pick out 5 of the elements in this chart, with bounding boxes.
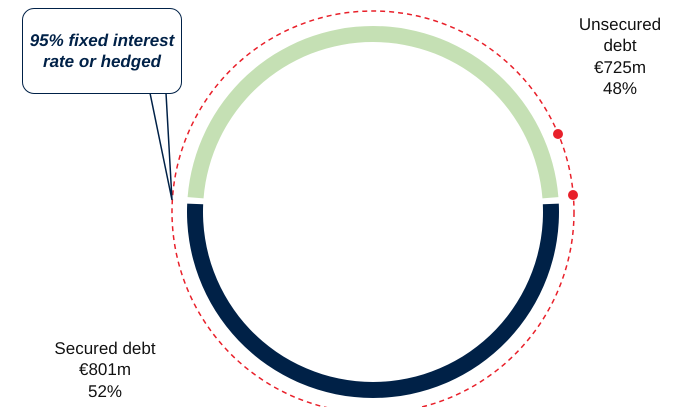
slice-label: Secured debt xyxy=(54,339,156,358)
data-label: €725m 48% xyxy=(594,58,646,98)
slice-label: Unsecured debt xyxy=(578,15,662,56)
data-label: €801m 52% xyxy=(79,360,131,400)
text: 95% fixed interest rate or hedged xyxy=(22,8,182,94)
